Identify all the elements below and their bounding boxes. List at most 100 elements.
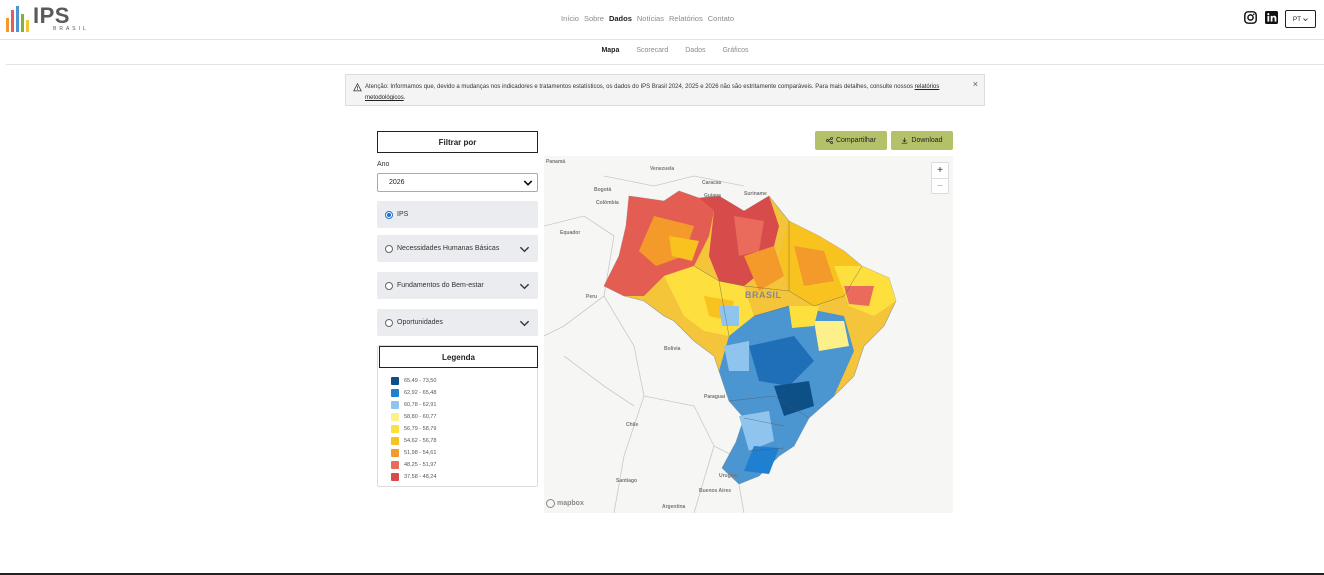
instagram-icon[interactable] [1244, 11, 1257, 24]
tab-graficos[interactable]: Gráficos [722, 47, 749, 54]
legend-item: 51,98 - 54,61 [391, 447, 436, 459]
legend-swatch [391, 437, 399, 445]
map-canvas[interactable] [544, 156, 953, 513]
legend-range: 51,98 - 54,61 [404, 450, 437, 456]
radio-ips[interactable] [385, 210, 393, 219]
year-label: Ano [377, 161, 390, 168]
legend-item: 62,92 - 65,48 [391, 387, 436, 399]
option-necessidades[interactable]: Necessidades Humanas Básicas [377, 235, 538, 262]
legend-title: Legenda [379, 346, 538, 368]
map-label-chile: Chile [626, 422, 639, 428]
language-select[interactable]: PT [1285, 10, 1316, 28]
legend-item: 65,49 - 73,50 [391, 375, 436, 387]
legend-list: 65,49 - 73,50 62,92 - 65,48 60,78 - 62,91 5… [391, 375, 436, 483]
choropleth-map[interactable]: Panamá Venezuela Bogotá Colômbia Caracas… [544, 156, 953, 513]
share-icon [826, 137, 833, 144]
radio-oportunidades[interactable] [385, 318, 393, 327]
tab-mapa[interactable]: Mapa [601, 47, 620, 54]
footer-divider [0, 573, 1324, 575]
share-label: Compartilhar [835, 137, 877, 144]
option-fundamentos-label: Fundamentos do Bem-estar [397, 282, 484, 289]
option-necessidades-label: Necessidades Humanas Básicas [397, 245, 500, 252]
legend-range: 58,80 - 60,77 [404, 414, 437, 420]
chevron-down-icon[interactable] [519, 244, 530, 255]
logo-sub: BRASIL [53, 26, 89, 32]
legend-item: 58,80 - 60,77 [391, 411, 436, 423]
year-select[interactable]: 2026 [377, 173, 538, 192]
legend-range: 60,78 - 62,91 [404, 402, 437, 408]
option-ips-label: IPS [397, 211, 409, 218]
legend-range: 56,79 - 58,79 [404, 426, 437, 432]
linkedin-icon[interactable] [1265, 11, 1278, 24]
nav-relatorios[interactable]: Relatórios [668, 14, 703, 23]
ips-logo[interactable]: IPS BRASIL [6, 3, 89, 34]
legend-range: 54,62 - 56,78 [404, 438, 437, 444]
filter-panel: Filtrar por Ano 2026 IPS Necessidades Hu… [377, 131, 538, 487]
legend-swatch [391, 401, 399, 409]
map-label-caracas: Caracas [702, 180, 722, 186]
map-label-santiago: Santiago [616, 478, 638, 484]
option-fundamentos[interactable]: Fundamentos do Bem-estar [377, 272, 538, 299]
chevron-down-icon[interactable] [519, 281, 530, 292]
chevron-down-icon [1303, 17, 1308, 21]
tab-dados[interactable]: Dados [685, 47, 706, 54]
radio-necessidades[interactable] [385, 244, 393, 253]
mapbox-logo[interactable]: mapbox [546, 499, 584, 508]
option-oportunidades-label: Oportunidades [397, 319, 443, 326]
share-button[interactable]: Compartilhar [815, 131, 887, 150]
download-button[interactable]: Download [891, 131, 953, 150]
tab-scorecard[interactable]: Scorecard [636, 47, 669, 54]
map-label-colombia: Colômbia [596, 200, 619, 206]
map-label-paraguai: Paraguai [704, 394, 726, 400]
legend-swatch [391, 425, 399, 433]
warning-icon [353, 83, 362, 92]
legend-range: 65,49 - 73,50 [404, 378, 437, 384]
map-label-guiana: Guiana [704, 193, 721, 199]
legend-range: 62,92 - 65,48 [404, 390, 437, 396]
map-label-panama: Panamá [546, 159, 566, 165]
close-alert-button[interactable]: × [972, 79, 978, 89]
map-label-bogota: Bogotá [594, 187, 612, 193]
map-label-venezuela: Venezuela [650, 166, 675, 172]
mapbox-icon [546, 499, 555, 508]
map-label-equador: Equador [560, 230, 581, 236]
zoom-controls: + − [931, 162, 949, 194]
legend-range: 48,25 - 51,97 [404, 462, 437, 468]
chevron-down-icon[interactable] [519, 318, 530, 329]
methodology-reports-link[interactable]: relatórios metodológicos [365, 84, 940, 101]
chevron-down-icon [523, 179, 533, 186]
legend-swatch [391, 377, 399, 385]
language-value: PT [1292, 15, 1302, 23]
logo-bars-icon [6, 6, 29, 32]
legend-swatch [391, 389, 399, 397]
legend-swatch [391, 449, 399, 457]
zoom-out-button[interactable]: − [932, 178, 948, 193]
download-label: Download [911, 137, 943, 144]
nav-sobre[interactable]: Sobre [583, 14, 604, 23]
legend-swatch [391, 473, 399, 481]
map-label-argentina: Argentina [662, 504, 686, 510]
legend-swatch [391, 461, 399, 469]
legend-item: 54,62 - 56,78 [391, 435, 436, 447]
logo-name: IPS [33, 3, 70, 28]
legend-item: 48,25 - 51,97 [391, 459, 436, 471]
nav-contato[interactable]: Contato [707, 14, 735, 23]
legend: Legenda 65,49 - 73,50 62,92 - 65,48 60,78 … [377, 345, 538, 487]
top-header: IPS BRASIL Início Sobre Dados Notícias R… [0, 0, 1324, 40]
nav-noticias[interactable]: Notícias [636, 14, 664, 23]
nav-dados[interactable]: Dados [608, 14, 632, 23]
map-label-buenos-aires: Buenos Aires [699, 488, 732, 494]
map-label-bolivia: Bolívia [664, 346, 681, 352]
legend-item: 37,58 - 48,24 [391, 471, 436, 483]
option-oportunidades[interactable]: Oportunidades [377, 309, 538, 336]
legend-item: 60,78 - 62,91 [391, 399, 436, 411]
social-links [1244, 11, 1278, 24]
zoom-in-button[interactable]: + [937, 165, 943, 176]
nav-inicio[interactable]: Início [561, 14, 579, 23]
legend-swatch [391, 413, 399, 421]
option-ips[interactable]: IPS [377, 201, 538, 228]
alert-text: Atenção: Informamos que, devido a mudanç… [365, 84, 913, 90]
radio-fundamentos[interactable] [385, 281, 393, 290]
download-icon [902, 137, 908, 144]
map-label-brasil: BRASIL [745, 290, 782, 300]
